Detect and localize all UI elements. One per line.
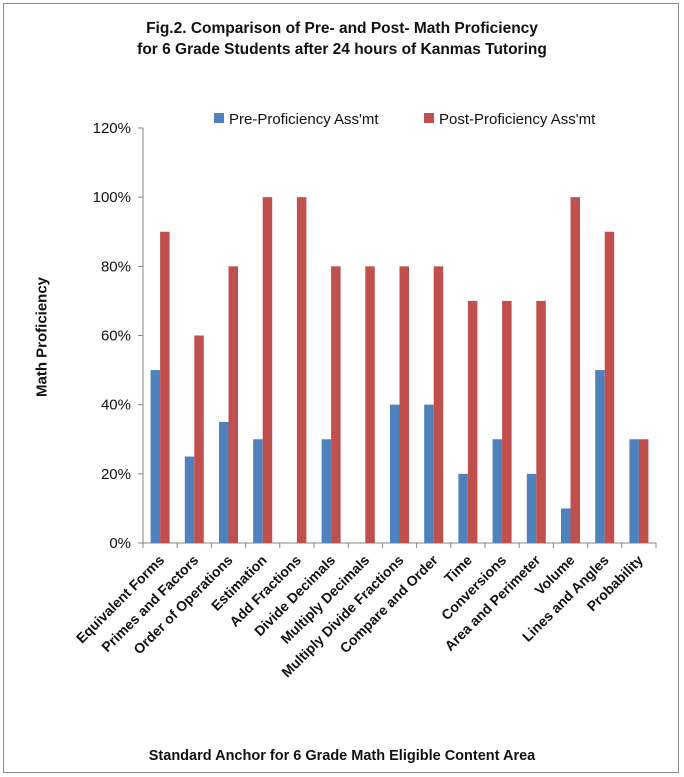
- chart-frame: Fig.2. Comparison of Pre- and Post- Math…: [3, 3, 679, 773]
- bar-post-proficiency: [502, 300, 512, 543]
- bar-post-proficiency: [331, 266, 341, 543]
- bar-pre-proficiency: [629, 439, 639, 543]
- legend-label-pre: Pre-Proficiency Ass'mt: [229, 111, 379, 128]
- y-tick-label: 60%: [101, 328, 131, 345]
- bar-pre-proficiency: [321, 439, 332, 543]
- bar-post-proficiency: [365, 266, 375, 543]
- chart-title-line-2: for 6 Grade Students after 24 hours of K…: [137, 41, 547, 58]
- chart-title: Fig.2. Comparison of Pre- and Post- Math…: [4, 18, 680, 60]
- legend-label-post: Post-Proficiency Ass'mt: [439, 111, 596, 128]
- x-axis-label: Standard Anchor for 6 Grade Math Eligibl…: [148, 748, 536, 764]
- bar-pre-proficiency: [150, 370, 161, 543]
- bar-pre-proficiency: [595, 370, 605, 543]
- y-tick-label: 20%: [101, 466, 131, 483]
- bar-pre-proficiency: [253, 439, 263, 543]
- bar-pre-proficiency: [526, 473, 537, 543]
- bar-post-proficiency: [467, 300, 478, 543]
- bar-post-proficiency: [604, 231, 615, 543]
- bar-post-proficiency: [160, 231, 170, 543]
- y-tick-label: 80%: [101, 258, 131, 275]
- bar-pre-proficiency: [561, 508, 571, 543]
- bar-pre-proficiency: [424, 404, 434, 543]
- bar-post-proficiency: [433, 266, 444, 543]
- bar-pre-proficiency: [492, 439, 503, 543]
- y-tick-label: 40%: [101, 397, 131, 414]
- bar-chart: 0%20%40%60%80%100%120%Equivalent FormsPr…: [73, 111, 657, 680]
- bar-pre-proficiency: [184, 456, 195, 543]
- bar-post-proficiency: [262, 197, 273, 543]
- bar-post-proficiency: [570, 197, 580, 543]
- y-tick-label: 100%: [93, 189, 131, 206]
- y-tick-label: 120%: [93, 120, 131, 137]
- bar-pre-proficiency: [390, 404, 400, 543]
- y-tick-label: 0%: [109, 535, 131, 552]
- legend-swatch-pre: [214, 113, 224, 123]
- bar-pre-proficiency: [219, 421, 229, 543]
- chart-title-line-1: Fig.2. Comparison of Pre- and Post- Math…: [146, 20, 538, 37]
- bar-post-proficiency: [638, 439, 649, 543]
- legend-swatch-post: [424, 113, 434, 123]
- bar-post-proficiency: [296, 197, 307, 543]
- bar-post-proficiency: [399, 266, 409, 543]
- bar-post-proficiency: [228, 266, 238, 543]
- bar-post-proficiency: [194, 335, 204, 543]
- bar-pre-proficiency: [458, 473, 468, 543]
- bar-post-proficiency: [536, 300, 546, 543]
